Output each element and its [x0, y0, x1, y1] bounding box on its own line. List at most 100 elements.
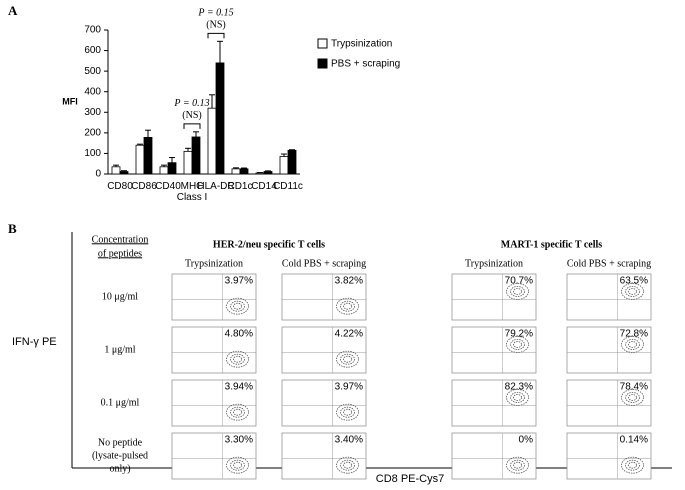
bar — [119, 171, 129, 175]
flow-plot — [566, 273, 652, 321]
dot-cloud — [625, 286, 640, 297]
flow-plot — [281, 379, 367, 427]
dot-cloud — [343, 408, 352, 416]
dot-cloud — [226, 403, 249, 421]
percent-label: 3.94% — [225, 382, 253, 393]
percent-label: 3.30% — [225, 435, 253, 446]
dot-cloud — [336, 403, 359, 421]
error-bar — [193, 131, 199, 137]
flow-x-label: CD8 PE-Cys7 — [376, 473, 444, 485]
error-bar — [289, 149, 295, 151]
dot-cloud — [230, 459, 245, 471]
bar — [183, 150, 193, 175]
dot-cloud — [336, 456, 359, 474]
error-bar — [185, 147, 191, 152]
dot-cloud — [621, 456, 644, 474]
bar — [159, 166, 169, 175]
dot-cloud — [506, 389, 529, 406]
dot-cloud — [513, 461, 522, 469]
flow-plot — [566, 379, 652, 427]
percent-label: 0% — [519, 435, 534, 446]
bar — [167, 162, 177, 175]
panel-label: A — [8, 3, 18, 18]
dot-cloud — [233, 355, 242, 363]
dot-cloud — [336, 297, 359, 315]
dot-cloud — [233, 408, 242, 416]
dot-cloud — [506, 283, 529, 300]
legend-swatch — [317, 38, 328, 49]
dot-cloud — [506, 456, 529, 474]
flow-plot — [281, 326, 367, 374]
flow-plot — [451, 326, 537, 374]
dot-cloud — [343, 302, 352, 310]
group-title: HER-2/neu specific T cells — [213, 239, 325, 250]
error-bar — [209, 94, 215, 109]
x-tick-label: MHC Class I — [177, 181, 208, 203]
bar — [207, 107, 217, 175]
dot-cloud — [336, 350, 359, 368]
percent-label: 4.22% — [335, 329, 363, 340]
flow-plot — [171, 273, 257, 321]
flow-plot — [171, 432, 257, 480]
percent-label: 3.40% — [335, 435, 363, 446]
column-title: Trypsinization — [465, 258, 523, 269]
x-tick-label: CD86 — [131, 181, 157, 192]
bar — [143, 136, 153, 175]
dot-cloud — [340, 300, 355, 312]
x-tick-line: MHC — [181, 181, 204, 192]
percent-label: 79.2% — [505, 329, 533, 340]
error-bar — [121, 170, 127, 172]
dot-cloud — [621, 283, 644, 300]
annotation-ns: (NS) — [182, 110, 201, 121]
error-bar — [145, 129, 151, 138]
dot-cloud — [510, 392, 525, 403]
legend-swatch — [317, 58, 328, 69]
annotation-p: P = 0.13 — [173, 98, 209, 109]
legend-label: PBS + scraping — [331, 59, 400, 70]
percent-label: 72.8% — [620, 329, 648, 340]
bar — [279, 156, 289, 175]
column-title: Cold PBS + scraping — [567, 258, 651, 269]
y-tick-label: 200 — [84, 127, 101, 138]
flow-plot — [451, 273, 537, 321]
row-label: 0.1 μg/ml — [101, 397, 140, 408]
column-title: Cold PBS + scraping — [282, 258, 366, 269]
error-bar — [265, 170, 271, 172]
flow-plot — [281, 432, 367, 480]
legend-label: Trypsinization — [331, 39, 392, 50]
dot-cloud — [343, 355, 352, 363]
dot-cloud — [226, 350, 249, 368]
percent-label: 78.4% — [620, 382, 648, 393]
error-bar — [113, 164, 119, 167]
dot-cloud — [628, 288, 637, 295]
row-label: 10 μg/ml — [102, 291, 138, 302]
x-tick-line: CD11c — [273, 181, 303, 192]
bar — [215, 62, 225, 175]
dot-cloud — [340, 459, 355, 471]
percent-label: 70.7% — [505, 276, 533, 287]
column-title: Trypsinization — [185, 258, 243, 269]
x-tick-label: CD40 — [155, 181, 181, 192]
dot-cloud — [628, 394, 637, 401]
dot-cloud — [510, 286, 525, 297]
percent-label: 82.3% — [505, 382, 533, 393]
dot-cloud — [226, 297, 249, 315]
x-tick-label: CD11c — [273, 181, 303, 192]
y-tick-label: 700 — [84, 25, 101, 36]
dot-cloud — [513, 394, 522, 401]
error-bar — [241, 167, 247, 169]
flow-plot — [566, 326, 652, 374]
annotation-ns: (NS) — [206, 20, 225, 31]
row-header: of peptides — [98, 248, 142, 259]
bracket — [183, 123, 201, 129]
row-label: (lysate-pulsed — [92, 450, 148, 461]
y-tick-label: 100 — [84, 148, 101, 159]
flow-plot — [171, 379, 257, 427]
dot-cloud — [340, 406, 355, 418]
dot-cloud — [233, 302, 242, 310]
dot-cloud — [343, 461, 352, 469]
flow-plot — [566, 432, 652, 480]
dot-cloud — [625, 339, 640, 350]
error-bar — [281, 153, 287, 157]
dot-cloud — [510, 339, 525, 350]
